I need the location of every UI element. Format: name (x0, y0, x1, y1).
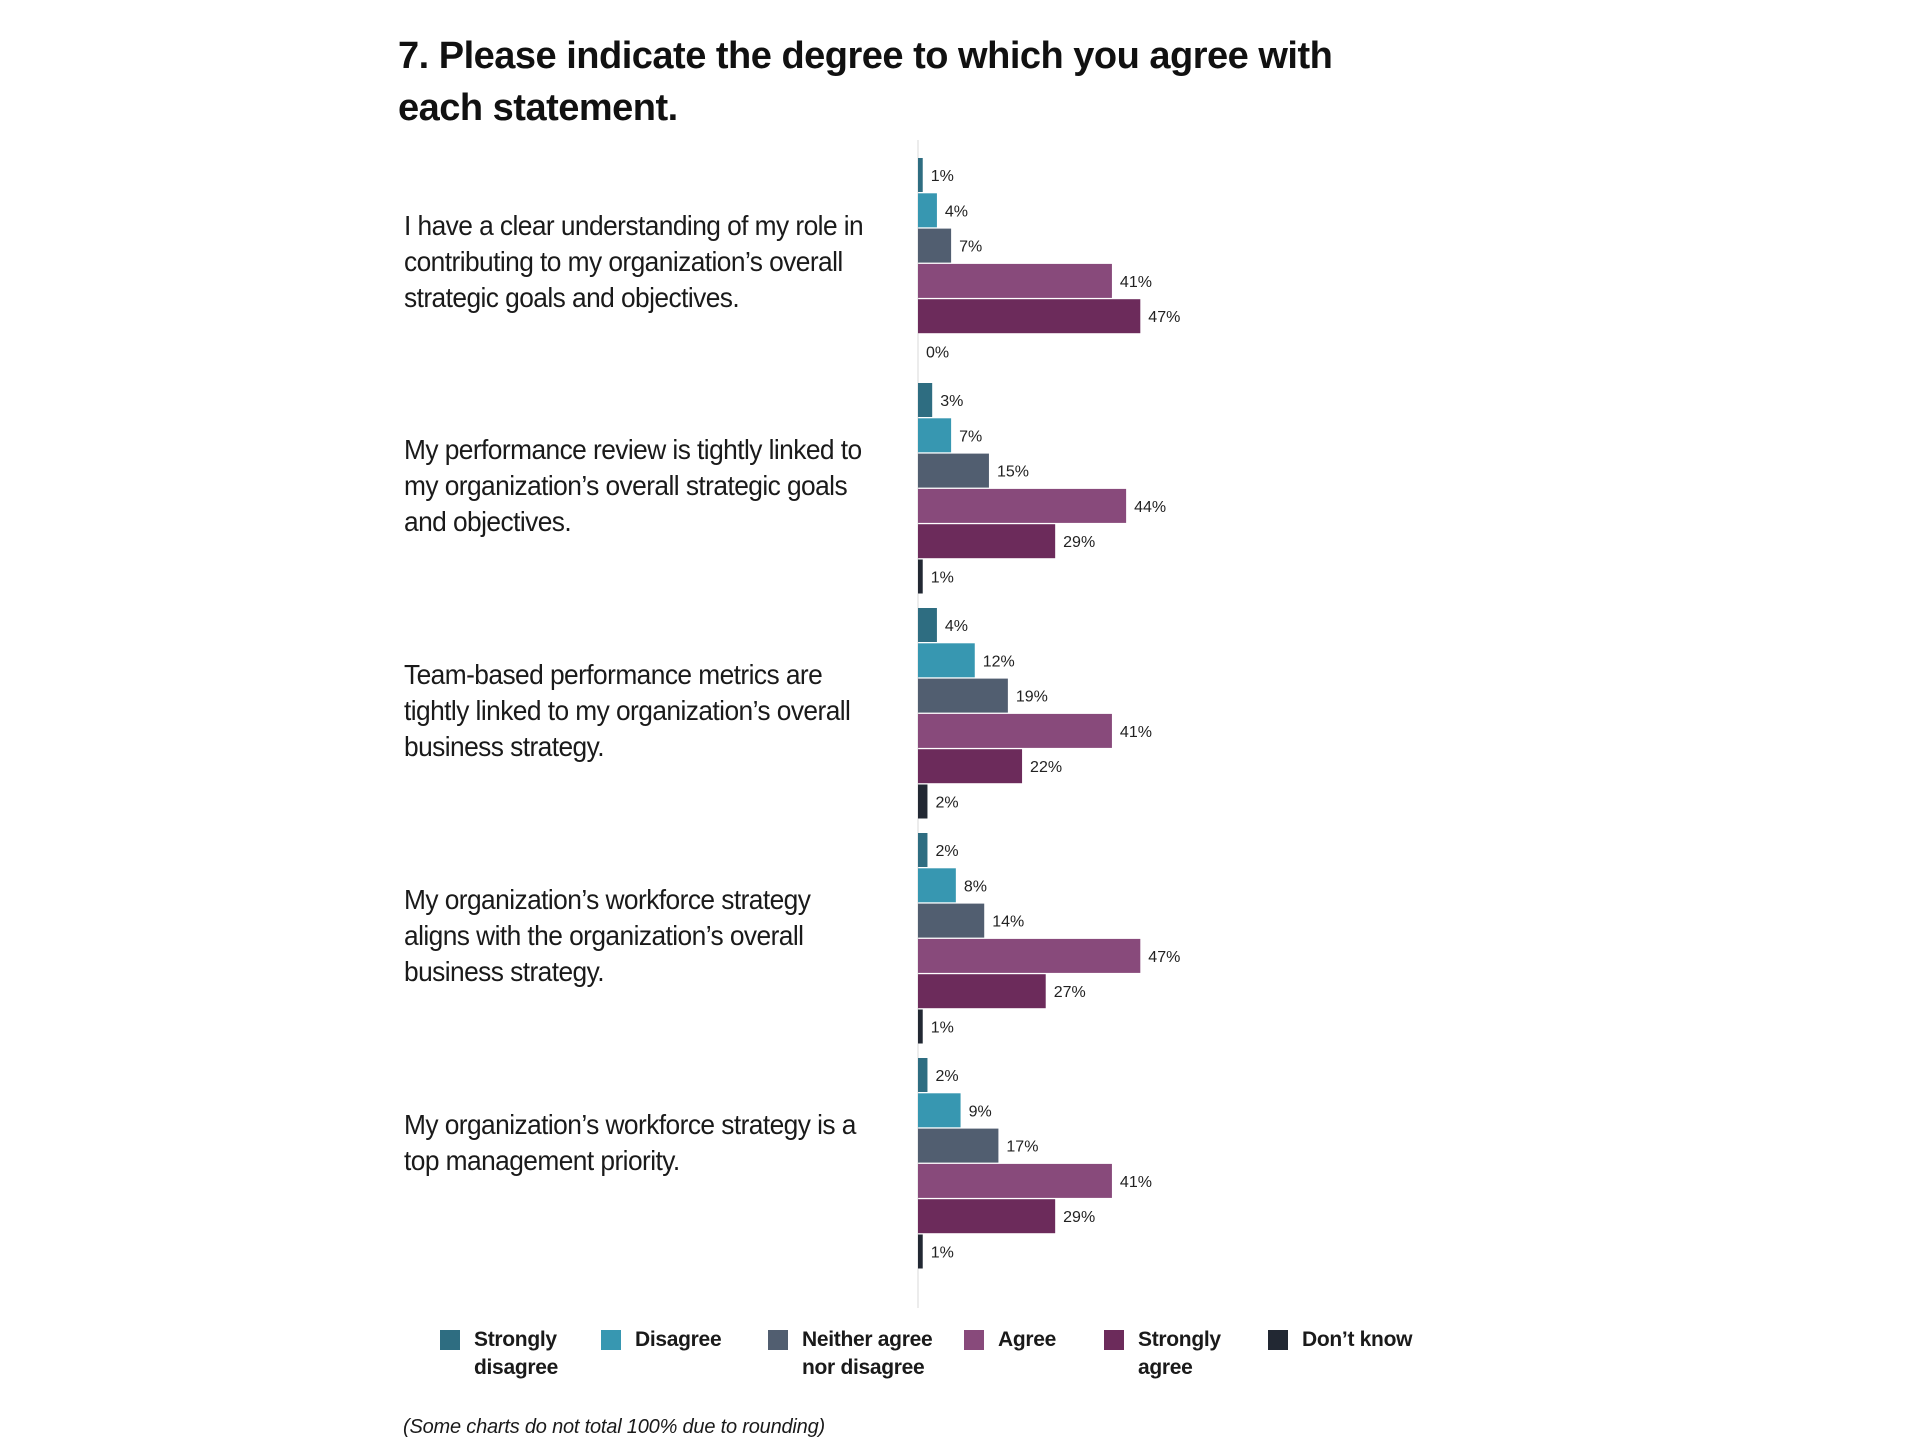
bar (918, 559, 923, 594)
statement-label: My organization’s workforce strategy is … (404, 1109, 856, 1176)
bar-value-label: 47% (1148, 309, 1180, 326)
bar (918, 974, 1046, 1009)
legend-item-agree: Agree (964, 1326, 1056, 1354)
statement-label: I have a clear understanding of my role … (404, 210, 864, 313)
bar (918, 1058, 928, 1092)
legend-label: Neither agree nor disagree (802, 1328, 933, 1379)
bar-value-label: 17% (1006, 1139, 1038, 1156)
bar (918, 158, 923, 192)
bar-value-label: 15% (997, 464, 1029, 481)
chart-title: 7. Please indicate the degree to which y… (398, 35, 1333, 129)
legend-label: Strongly disagree (474, 1328, 558, 1379)
bar (918, 488, 1127, 523)
bar-value-label: 41% (1120, 1174, 1152, 1191)
bar (918, 418, 952, 453)
bar-value-label: 4% (945, 203, 968, 220)
bar (918, 1163, 1112, 1198)
bar-value-label: 1% (931, 570, 954, 587)
bar-value-label: 41% (1120, 724, 1152, 741)
bar-value-label: 1% (931, 168, 954, 185)
bar (918, 453, 989, 488)
bar (918, 868, 956, 903)
bar-value-label: 22% (1030, 759, 1062, 776)
bar-value-label: 4% (945, 618, 968, 635)
legend-swatch (1104, 1330, 1124, 1350)
bar-value-label: 3% (940, 393, 963, 410)
bar-value-label: 27% (1054, 984, 1086, 1001)
legend-swatch (1268, 1330, 1288, 1350)
bar (918, 903, 985, 938)
bar-value-label: 0% (926, 345, 949, 362)
bar (918, 299, 1141, 334)
bar-value-label: 19% (1016, 689, 1048, 706)
legend-item-dont-know: Don’t know (1268, 1326, 1412, 1354)
legend-label: Don’t know (1302, 1328, 1413, 1351)
bar (918, 524, 1056, 559)
bar (918, 833, 928, 867)
statement-label: My organization’s workforce strategy ali… (404, 884, 811, 987)
legend-swatch (601, 1330, 621, 1350)
legend-label: Agree (998, 1328, 1057, 1351)
bar-value-label: 29% (1063, 534, 1095, 551)
bar-value-label: 7% (959, 239, 982, 256)
bar-value-label: 44% (1134, 499, 1166, 516)
bar (918, 193, 937, 228)
bar-value-label: 2% (935, 843, 958, 860)
bar-value-label: 12% (983, 653, 1015, 670)
bar (918, 228, 952, 263)
bar (918, 938, 1141, 973)
statement-label: Team-based performance metrics are tight… (404, 659, 851, 762)
legend-item-disagree: Disagree (601, 1326, 722, 1354)
legend-label: Strongly agree (1138, 1328, 1221, 1379)
bar-value-label: 29% (1063, 1209, 1095, 1226)
legend-label: Disagree (635, 1328, 722, 1351)
legend-swatch (768, 1330, 788, 1350)
bar-value-label: 8% (964, 878, 987, 895)
legend-item-strongly-agree: Strongly agree (1104, 1326, 1221, 1382)
legend-item-strongly-disagree: Strongly disagree (440, 1326, 558, 1382)
bar (918, 1009, 923, 1044)
legend-item-neither: Neither agree nor disagree (768, 1326, 933, 1382)
bar (918, 1234, 923, 1269)
bar (918, 678, 1008, 713)
bar-value-label: 1% (931, 1020, 954, 1037)
bar (918, 784, 928, 819)
bar-value-label: 2% (935, 795, 958, 812)
bar (918, 1199, 1056, 1234)
bar (918, 608, 937, 642)
legend-swatch (440, 1330, 460, 1350)
statement-label: My performance review is tightly linked … (404, 434, 862, 537)
bar-value-label: 9% (969, 1103, 992, 1120)
legend-swatch (964, 1330, 984, 1350)
bar (918, 383, 933, 417)
footnote: (Some charts do not total 100% due to ro… (403, 1416, 825, 1438)
bar-value-label: 7% (959, 428, 982, 445)
bar (918, 263, 1112, 298)
bar-value-label: 41% (1120, 274, 1152, 291)
bar (918, 1093, 961, 1128)
bar (918, 749, 1023, 784)
bar-value-label: 47% (1148, 949, 1180, 966)
bar (918, 713, 1112, 748)
bar-value-label: 1% (931, 1245, 954, 1262)
bar (918, 643, 975, 678)
bar (918, 1128, 999, 1163)
bar-value-label: 14% (992, 914, 1024, 931)
bar-value-label: 2% (935, 1068, 958, 1085)
